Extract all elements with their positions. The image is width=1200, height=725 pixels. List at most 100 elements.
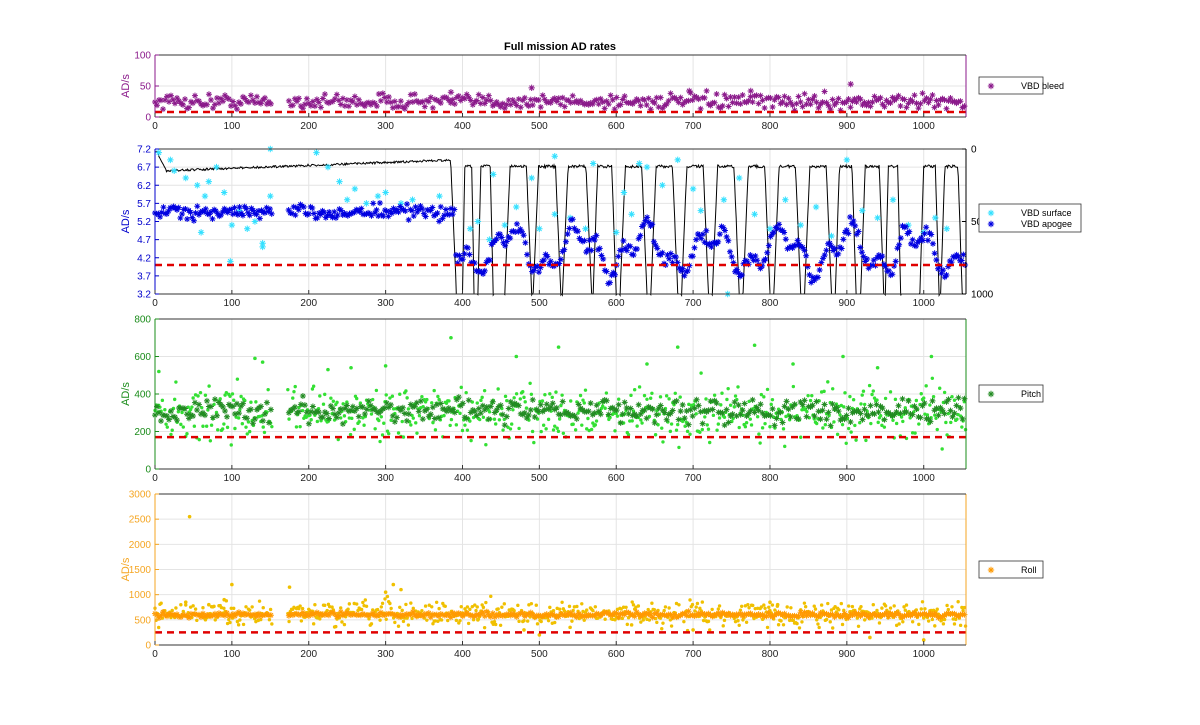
series-point [805,96,812,103]
series-point [575,99,582,106]
data-dot [575,604,579,609]
series-point [220,189,228,196]
x-tick-label: 0 [152,473,158,484]
data-dot [851,398,856,402]
data-dot [391,407,396,411]
series-point [765,609,772,616]
series-point [869,262,876,269]
series-point [848,220,855,227]
series-point [939,613,946,620]
data-dot [213,618,217,622]
series-point [718,223,725,230]
series-point [401,410,408,417]
data-dot [259,617,263,622]
data-dot [765,625,770,630]
data-dot [864,438,868,443]
series-point [608,272,615,279]
data-dot [767,605,771,610]
series-point [736,174,743,182]
series-point [750,257,757,264]
series-point [351,185,359,193]
series-point [203,397,210,404]
series-point [525,610,532,617]
series-point [515,96,522,103]
data-dot [529,601,534,606]
data-dot [465,428,470,432]
series-point [324,212,331,219]
series-point [417,202,424,209]
series-point [197,613,204,620]
data-dot [615,414,620,418]
data-dot [454,618,459,623]
series-point [571,412,578,419]
data-dot [362,423,366,427]
x-tick-label: 500 [531,649,548,660]
series-point [209,105,216,112]
data-dot [658,395,663,399]
depth-profile-line [155,151,966,297]
data-dot [436,394,440,399]
series-point [633,245,640,252]
series-point [329,405,336,412]
series-point [463,91,470,98]
series-point [205,612,212,619]
data-dot [944,420,948,425]
series-point [911,609,918,616]
series-point [598,252,605,259]
data-dot [629,393,633,398]
data-dot [661,440,665,444]
series-point [349,403,356,410]
series-point [155,149,163,156]
data-dot [688,432,692,436]
series-point [213,412,220,419]
data-dot [869,421,873,426]
x-tick-label: 100 [224,649,241,660]
series-point [853,408,860,415]
outlier-dot [768,600,772,605]
series-point [955,253,962,260]
series-point [209,414,216,421]
outlier-dot [383,364,388,368]
series-point [621,611,628,618]
data-dot [198,390,203,395]
series-point [381,404,388,411]
series-point [821,88,828,95]
series-point [596,245,603,252]
series-point [940,267,947,274]
data-dot [856,624,861,628]
series-point [477,100,484,107]
series-point [376,199,383,206]
data-dot [913,431,917,435]
series-point [689,185,697,193]
data-dot [232,606,236,611]
x-tick-label: 900 [839,298,856,309]
series-point [243,205,250,212]
series-point [644,214,651,221]
series-point [821,401,828,408]
series-point [480,270,487,277]
series-point [359,404,366,411]
data-dot [212,402,216,407]
data-dot [266,387,270,392]
series-point [203,101,210,108]
series-point [530,267,537,274]
outlier-dot [752,343,757,348]
series-point [631,613,638,620]
series-point [863,256,870,263]
series-point [803,101,810,108]
data-dot [843,391,847,395]
series-point [891,411,898,418]
series-point [447,89,455,96]
series-point [539,92,546,99]
series-point [253,93,260,100]
data-dot [359,607,364,612]
data-dot [603,617,607,621]
series-point [697,408,704,415]
series-point [913,100,920,107]
series-point [747,93,754,100]
data-dot [262,430,267,435]
series-point [205,91,212,98]
series-point [213,613,220,620]
series-point [249,97,256,104]
series-point [491,613,498,620]
